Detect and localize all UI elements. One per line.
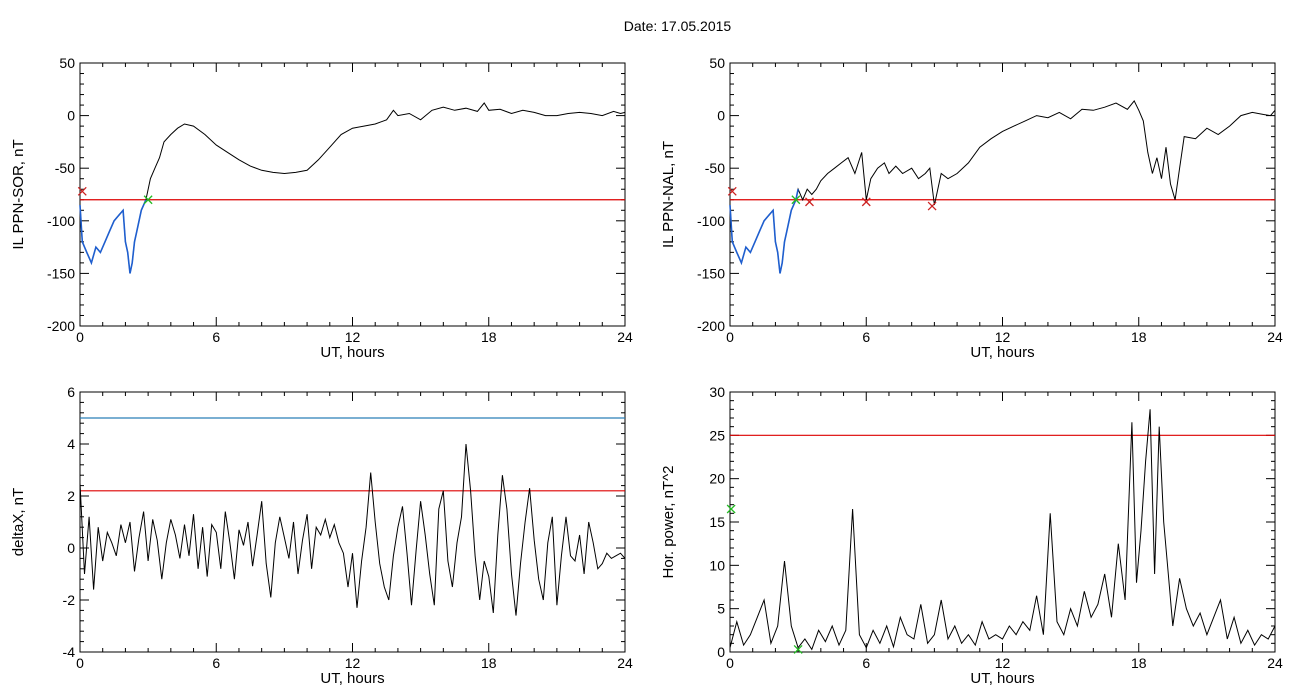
y-tick-label: -150 (697, 265, 725, 281)
y-tick-label: -2 (63, 592, 76, 608)
x-tick-label: 18 (481, 655, 497, 671)
x-tick-label: 18 (1131, 655, 1147, 671)
x-tick-label: 12 (995, 329, 1011, 345)
y-tick-label: -100 (47, 213, 75, 229)
x-tick-label: 12 (345, 329, 361, 345)
y-tick-label: -50 (55, 160, 75, 176)
x-tick-label: 18 (481, 329, 497, 345)
marker-green (726, 504, 736, 514)
y-tick-label: -200 (47, 318, 75, 334)
x-tick-label: 0 (726, 655, 734, 671)
marker-stroke (793, 644, 803, 654)
x-tick-label: 6 (862, 329, 870, 345)
x-tick-label: 0 (726, 329, 734, 345)
y-tick-label: 0 (717, 108, 725, 124)
y-tick-label: 0 (717, 644, 725, 660)
y-tick-label: 6 (67, 384, 75, 400)
marker-stroke (143, 195, 153, 205)
chart-il-sor: 0 6 12 18 24 -200 -150 -100 -50 0 50 UT, hours IL PP… (10, 55, 633, 361)
y-axis-label: IL PPN-NAL, nT (660, 141, 677, 248)
series-line (729, 409, 1276, 651)
marker-stroke (77, 186, 87, 196)
x-tick-label: 0 (76, 655, 84, 671)
marker-red (727, 186, 737, 196)
x-tick-label: 24 (1267, 655, 1283, 671)
plot-frame (79, 391, 626, 653)
marker-stroke (927, 201, 937, 211)
marker-stroke (791, 195, 801, 205)
marker-red (927, 201, 937, 211)
x-axis-label: UT, hours (970, 344, 1034, 361)
y-tick-label: -200 (697, 318, 725, 334)
x-tick-label: 24 (617, 655, 633, 671)
y-tick-label: -150 (47, 265, 75, 281)
y-tick-label: 50 (709, 55, 725, 71)
plot-frame (729, 391, 1276, 653)
x-axis-label: UT, hours (320, 344, 384, 361)
y-tick-label: 0 (67, 540, 75, 556)
chart-hor-power: 0 6 12 18 24 0 5 10 15 20 25 30 UT, hours Hor. power,… (660, 384, 1283, 687)
x-tick-label: 24 (1267, 329, 1283, 345)
marker-red (805, 197, 814, 207)
y-tick-label: 10 (709, 557, 725, 573)
x-axis-label: UT, hours (320, 670, 384, 687)
marker-green (791, 195, 801, 205)
y-tick-label: 25 (709, 427, 725, 443)
x-tick-label: 6 (212, 655, 220, 671)
chart-il-nal: 0 6 12 18 24 -200 -150 -100 -50 0 50 UT, hours IL PP… (660, 55, 1283, 361)
y-axis-label: deltaX, nT (10, 488, 27, 556)
marker-stroke (805, 197, 814, 207)
series-line (729, 99, 1276, 274)
series-line (79, 443, 626, 616)
y-tick-label: -50 (705, 160, 725, 176)
marker-stroke (726, 504, 736, 514)
x-axis-label: UT, hours (970, 670, 1034, 687)
y-tick-label: 15 (709, 514, 725, 530)
x-tick-label: 12 (345, 655, 361, 671)
y-tick-label: 5 (717, 601, 725, 617)
y-tick-label: -100 (697, 213, 725, 229)
x-tick-label: 6 (862, 655, 870, 671)
plot-frame (79, 62, 626, 327)
x-tick-label: 12 (995, 655, 1011, 671)
highlight-segment (729, 189, 799, 274)
series-line (79, 102, 626, 274)
marker-stroke (727, 186, 737, 196)
y-tick-label: -4 (63, 644, 76, 660)
y-tick-label: 20 (709, 471, 725, 487)
y-axis-label: Hor. power, nT^2 (660, 466, 677, 579)
y-tick-label: 30 (709, 384, 725, 400)
x-tick-label: 0 (76, 329, 84, 345)
marker-red (861, 197, 871, 207)
y-tick-label: 4 (67, 436, 75, 452)
y-tick-label: 0 (67, 108, 75, 124)
x-tick-label: 18 (1131, 329, 1147, 345)
y-tick-label: 50 (59, 55, 75, 71)
marker-green (793, 644, 803, 654)
marker-red (77, 186, 87, 196)
x-tick-label: 24 (617, 329, 633, 345)
page-title: Date: 17.05.2015 (623, 18, 732, 34)
y-axis-label: IL PPN-SOR, nT (10, 139, 27, 249)
x-tick-label: 6 (212, 329, 220, 345)
marker-green (143, 195, 153, 205)
highlight-segment (79, 199, 147, 274)
marker-stroke (861, 197, 871, 207)
y-tick-label: 2 (67, 488, 75, 504)
